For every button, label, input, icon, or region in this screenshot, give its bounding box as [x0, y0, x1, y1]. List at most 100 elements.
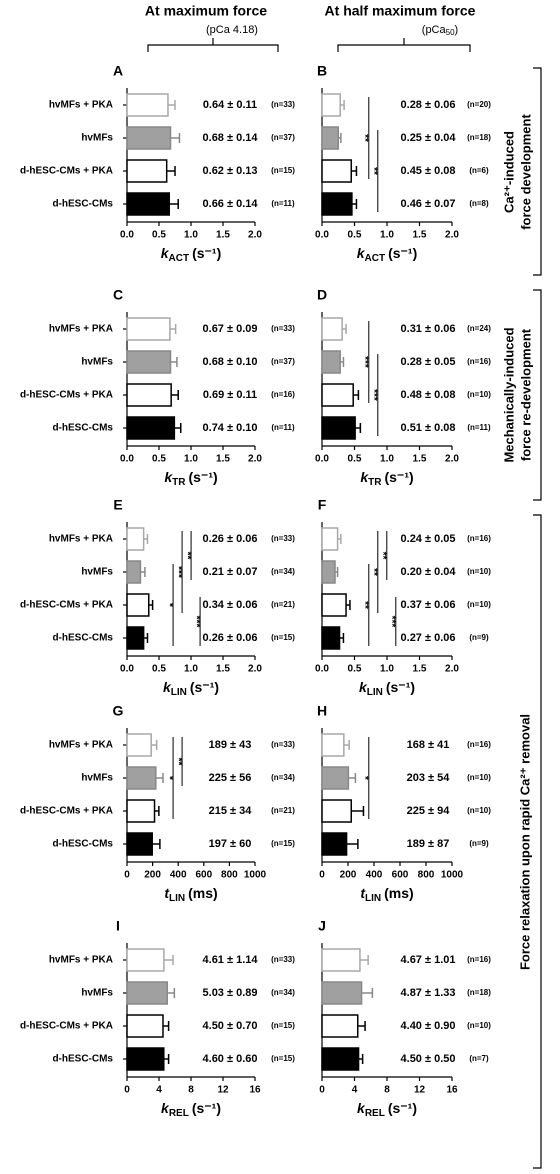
- row-label-line: Mechanically-induced: [501, 327, 516, 462]
- axis-symbol: k: [161, 1100, 170, 1116]
- x-tick-label: 200: [144, 870, 161, 881]
- value-label: 225 ± 56: [209, 772, 252, 784]
- x-tick-label: 0.0: [120, 664, 134, 675]
- panel-label: A: [113, 63, 123, 79]
- bar: [126, 159, 168, 183]
- x-tick-label: 1.5: [413, 664, 427, 675]
- axis-subscript: LIN: [367, 687, 383, 698]
- x-tick-label: 0.5: [152, 230, 166, 241]
- panel-label: J: [318, 918, 326, 934]
- error-bar: [335, 567, 339, 577]
- n-label: (n=33): [271, 955, 295, 964]
- axis-subscript: LIN: [169, 893, 185, 904]
- bar: [321, 766, 350, 790]
- significance-label: *: [359, 776, 370, 780]
- category-label: d-hESC-CMs: [52, 199, 113, 210]
- value-label: 0.25 ± 0.04: [401, 132, 457, 144]
- value-label: 0.26 ± 0.06: [203, 533, 258, 545]
- error-bar: [170, 357, 178, 367]
- axis-unit: (ms): [384, 885, 414, 901]
- column-condition: (pCa 4.18): [206, 24, 258, 36]
- bar: [321, 350, 341, 374]
- error-bar: [169, 324, 177, 334]
- value-label: 0.28 ± 0.05: [401, 356, 456, 368]
- value-label: 4.60 ± 0.60: [203, 1053, 258, 1065]
- axis-unit: (s⁻¹): [192, 1100, 221, 1116]
- n-label: (n=18): [467, 988, 491, 997]
- error-bar: [359, 955, 369, 965]
- value-label: 0.66 ± 0.14: [203, 198, 259, 210]
- significance-label: **: [181, 552, 192, 560]
- significance-label: ***: [172, 566, 183, 578]
- n-label: (n=33): [271, 324, 295, 333]
- x-tick-label: 1000: [244, 870, 267, 881]
- x-tick-label: 400: [170, 870, 187, 881]
- condition-subscript: 50: [446, 28, 455, 37]
- error-bar: [152, 839, 161, 849]
- axis-symbol: k: [359, 679, 368, 695]
- n-label: (n=16): [467, 955, 491, 964]
- error-bar: [166, 166, 176, 176]
- x-tick-label: 0.0: [315, 454, 329, 465]
- error-bar: [348, 773, 357, 783]
- row-label-line: force re-development: [518, 328, 533, 461]
- x-tick-label: 800: [221, 870, 238, 881]
- n-label: (n=21): [271, 806, 295, 815]
- n-label: (n=6): [469, 166, 489, 175]
- axis-unit: (s⁻¹): [386, 679, 415, 695]
- n-label: (n=8): [469, 199, 489, 208]
- value-label: 4.50 ± 0.70: [203, 1020, 258, 1032]
- n-label: (n=15): [271, 1054, 295, 1063]
- significance-label: **: [359, 134, 370, 142]
- x-tick-label: 1.5: [216, 454, 230, 465]
- n-label: (n=20): [467, 100, 491, 109]
- category-label: hvMFs + PKA: [49, 534, 113, 545]
- n-label: (n=11): [271, 423, 295, 432]
- category-label: d-hESC-CMs + PKA: [20, 390, 113, 401]
- x-tick-label: 16: [249, 1085, 261, 1096]
- x-tick-label: 1.0: [380, 454, 394, 465]
- category-label: d-hESC-CMs: [52, 423, 113, 434]
- value-label: 189 ± 87: [407, 838, 450, 850]
- category-label: hvMFs: [81, 567, 113, 578]
- value-label: 215 ± 34: [209, 805, 253, 817]
- bracket: [147, 38, 279, 52]
- n-label: (n=16): [467, 740, 491, 749]
- x-tick-label: 200: [340, 870, 357, 881]
- category-label: hvMFs: [81, 357, 113, 368]
- axis-subscript: TR: [368, 477, 382, 488]
- x-tick-label: 1.5: [413, 230, 427, 241]
- bar: [126, 626, 145, 650]
- x-tick-label: 2.0: [248, 664, 262, 675]
- bar: [321, 93, 341, 117]
- row-label: Force relaxation upon rapid Ca²⁺ removal: [517, 714, 532, 970]
- axis-unit: (s⁻¹): [188, 469, 217, 485]
- bar: [126, 981, 168, 1005]
- x-tick-label: 4: [352, 1085, 358, 1096]
- x-tick-label: 12: [217, 1085, 229, 1096]
- value-label: 0.37 ± 0.06: [401, 599, 456, 611]
- bracket: [337, 38, 471, 52]
- category-label: hvMFs + PKA: [49, 955, 113, 966]
- bar: [321, 560, 336, 584]
- axis-subscript: LIN: [365, 893, 381, 904]
- axis-symbol: k: [360, 469, 369, 485]
- column-condition: (pCa50): [422, 24, 458, 37]
- error-bar: [143, 633, 149, 643]
- significance-label: *: [163, 776, 174, 780]
- x-axis-label: kACT (s⁻¹): [161, 245, 222, 264]
- bar: [126, 383, 172, 407]
- bar: [126, 350, 172, 374]
- x-tick-label: 0.5: [348, 664, 362, 675]
- bar: [126, 1047, 165, 1071]
- category-label: hvMFs: [81, 133, 113, 144]
- category-label: hvMFs + PKA: [49, 740, 113, 751]
- n-label: (n=34): [271, 773, 295, 782]
- bar: [126, 799, 156, 823]
- x-tick-label: 2.0: [248, 230, 262, 241]
- x-axis-label: kTR (s⁻¹): [164, 469, 217, 488]
- row-label: Mechanically-induced force re-developmen…: [501, 327, 533, 462]
- bar: [126, 593, 150, 617]
- n-label: (n=15): [271, 166, 295, 175]
- significance-label: **: [368, 167, 379, 175]
